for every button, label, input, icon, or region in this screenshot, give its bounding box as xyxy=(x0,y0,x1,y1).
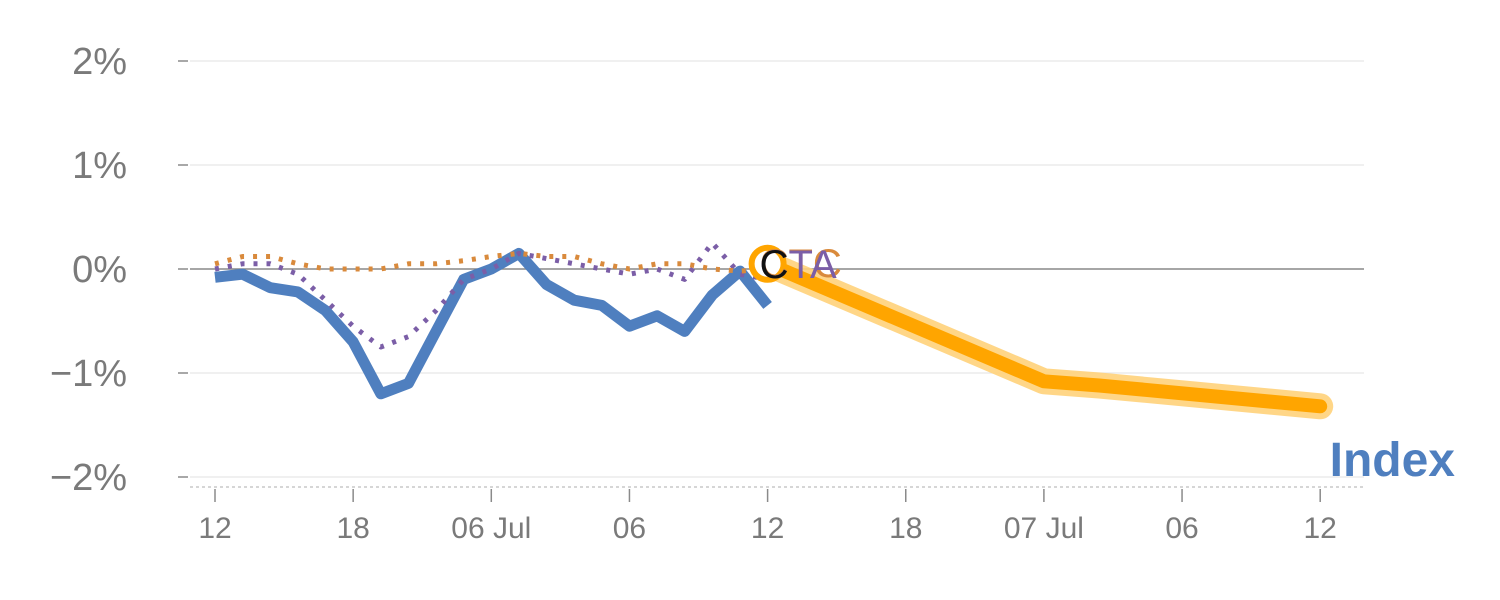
x-tick-label-2: 06 Jul xyxy=(451,512,531,545)
series-dotted_orange-line xyxy=(214,250,768,274)
end-point-marker xyxy=(748,244,787,283)
marker-label-letter: C xyxy=(760,243,789,287)
x-tick-label-4: 12 xyxy=(751,512,784,545)
x-tick-label-3: 06 xyxy=(613,512,646,545)
series-forecast-line xyxy=(760,256,1328,414)
y-tick-label-3: −1% xyxy=(50,353,127,395)
x-tick-label-5: 18 xyxy=(889,512,922,545)
series-lines xyxy=(214,240,1334,420)
series-index-line xyxy=(214,247,772,400)
x-tick-label-8: 12 xyxy=(1304,512,1337,545)
x-tick-label-6: 07 Jul xyxy=(1004,512,1084,545)
x-tick-label-7: 06 xyxy=(1165,512,1198,545)
y-tick-label-1: 1% xyxy=(72,145,127,187)
y-tick-label-0: 2% xyxy=(72,41,127,83)
y-tick-label-2: 0% xyxy=(72,249,127,291)
y-tick-label-4: −2% xyxy=(50,457,127,499)
marker-label-upper: CTC xyxy=(760,242,842,286)
x-tick-label-0: 12 xyxy=(198,512,231,545)
marker-label-lower: CTA xyxy=(760,243,837,287)
x-tick-label-1: 18 xyxy=(336,512,369,545)
series-label-index: Index xyxy=(1330,434,1456,487)
axes: 2% 1% 0% −1% −2% 12 18 06 Jul 06 12 18 07 Jul 06 12 xyxy=(50,41,1364,545)
